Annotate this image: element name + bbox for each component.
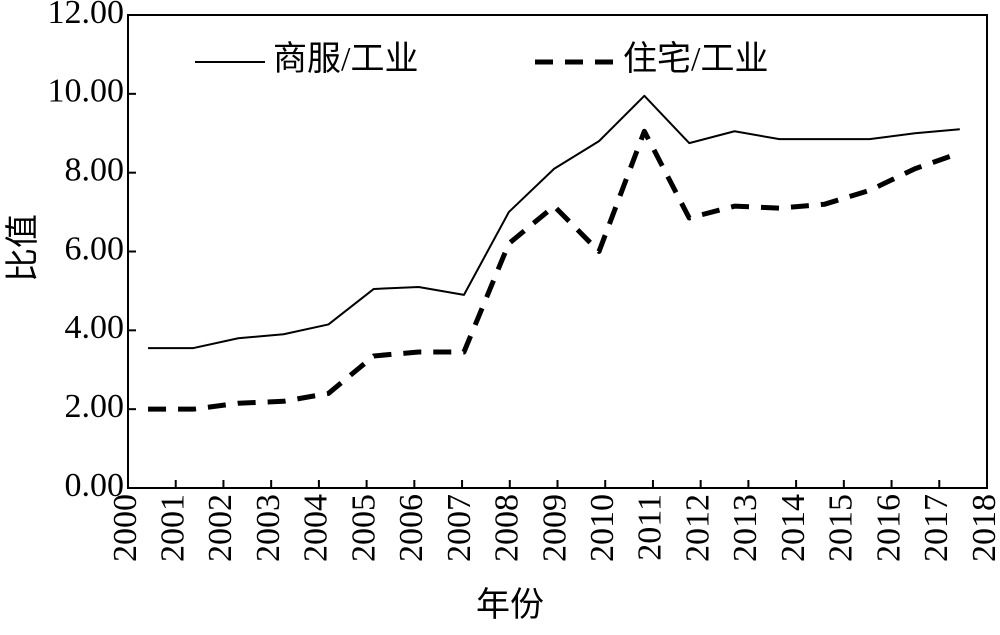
y-tick-label: 0.00: [65, 467, 125, 504]
y-axis-label: 比值: [4, 214, 42, 282]
x-tick-label: 2012: [679, 494, 716, 562]
y-tick-label: 12.00: [48, 0, 125, 31]
y-tick-label: 8.00: [65, 151, 125, 188]
x-tick-label: 2016: [870, 494, 907, 562]
x-tick-label: 2017: [918, 494, 955, 562]
x-tick-label: 2006: [393, 494, 430, 562]
x-tick-label: 2001: [155, 494, 192, 562]
x-tick-label: 2002: [202, 494, 239, 562]
x-tick-label: 2013: [727, 494, 764, 562]
x-tick-label: 2014: [775, 494, 812, 562]
legend-label: 商服/工业: [273, 40, 418, 78]
x-axis-label: 年份: [476, 586, 544, 624]
x-tick-label: 2004: [298, 494, 335, 562]
series-line: [148, 128, 961, 412]
x-tick-label: 2010: [584, 494, 621, 562]
y-tick-label: 6.00: [65, 230, 125, 267]
x-tick-label: 2005: [345, 494, 382, 562]
x-tick-label: 2000: [107, 494, 144, 562]
x-tick-label: 2003: [250, 494, 287, 562]
x-tick-label: 2008: [489, 494, 526, 562]
x-tick-label: 2009: [536, 494, 573, 562]
legend-label: 住宅/工业: [623, 40, 768, 78]
y-tick-label: 4.00: [65, 309, 125, 346]
x-tick-label: 2015: [823, 494, 860, 562]
x-tick-label: 2011: [632, 494, 669, 561]
plot-frame: [127, 14, 988, 489]
y-tick-label: 10.00: [48, 73, 125, 110]
series-line: [148, 94, 960, 350]
x-tick-label: 2018: [966, 494, 1000, 562]
y-tick-label: 2.00: [65, 388, 125, 425]
x-tick-label: 2007: [441, 494, 478, 562]
